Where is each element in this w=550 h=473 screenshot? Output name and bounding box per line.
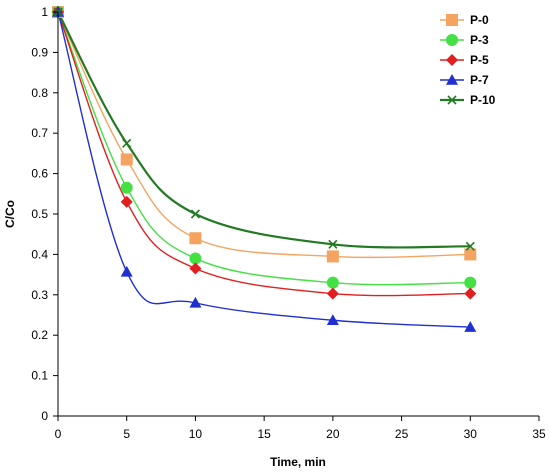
legend-marker-P-0: [446, 14, 458, 26]
data-point-P-10: [465, 241, 475, 251]
x-tick-label: 10: [189, 427, 203, 441]
data-point-P-5: [326, 287, 339, 300]
y-tick-label: 0.8: [31, 86, 48, 100]
x-tick-label: 20: [326, 427, 340, 441]
x-tick-label: 30: [464, 427, 478, 441]
legend-marker-P-7: [446, 74, 458, 85]
y-tick-label: 0.7: [31, 126, 48, 140]
x-tick-label: 25: [395, 427, 409, 441]
y-tick-label: 0.1: [31, 369, 48, 383]
y-tick-label: 0.4: [31, 247, 48, 261]
data-point-P-7: [326, 314, 339, 326]
series-markers: [52, 6, 477, 332]
axes: 0 5 10 15 20 25 30 35 0 0.1 0.2 0.3 0.4 0.5 0.6 0.7 0.8 0…: [31, 5, 546, 441]
legend-marker-P-5: [446, 54, 458, 66]
y-tick-label: 0.6: [31, 167, 48, 181]
y-tick-label: 0.9: [31, 45, 48, 59]
legend-marker-P-3: [446, 34, 458, 46]
data-point-P-10: [328, 239, 338, 249]
marker-stroke: [447, 95, 457, 105]
y-tick-label: 0.5: [31, 207, 48, 221]
data-point-P-5: [464, 287, 477, 300]
legend-label-P-5: P-5: [470, 53, 489, 67]
y-axis-title: C/Co: [3, 200, 17, 228]
legend-label-P-10: P-10: [470, 93, 496, 107]
marker-stroke: [328, 239, 338, 249]
series-line-P-7: [57, 11, 471, 328]
y-tick-label: 0.2: [31, 328, 48, 342]
legend-label-P-3: P-3: [470, 33, 489, 47]
data-point-P-3: [120, 181, 133, 194]
data-point-P-10: [122, 138, 132, 148]
x-axis-title: Time, min: [270, 455, 326, 469]
data-point-P-0: [120, 153, 133, 166]
x-tick-label: 5: [123, 427, 130, 441]
series-lines: [57, 11, 471, 328]
y-tick-label: 0.3: [31, 288, 48, 302]
x-tick-label: 0: [55, 427, 62, 441]
data-point-P-7: [120, 265, 133, 277]
series-line-P-0: [57, 11, 471, 259]
data-point-P-7: [189, 296, 202, 308]
marker-stroke: [190, 209, 200, 219]
data-point-P-7: [464, 321, 477, 332]
marker-stroke: [465, 241, 475, 251]
marker-stroke: [122, 138, 132, 148]
legend-label-P-0: P-0: [470, 13, 489, 27]
data-point-P-0: [189, 232, 202, 245]
x-tick-label: 35: [532, 427, 546, 441]
y-tick-label: 1: [41, 5, 48, 19]
data-point-P-3: [326, 276, 339, 289]
legend-marker-P-10: [447, 95, 457, 105]
data-point-P-3: [189, 252, 202, 265]
data-point-P-5: [189, 262, 202, 275]
data-point-P-0: [326, 250, 339, 263]
data-point-P-3: [464, 276, 477, 289]
data-point-P-5: [120, 195, 133, 208]
x-tick-label: 15: [257, 427, 271, 441]
legend-label-P-7: P-7: [470, 73, 489, 87]
legend: P-0 P-3 P-5 P-7 P-10: [440, 13, 496, 107]
data-point-P-0: [464, 248, 477, 261]
y-tick-label: 0: [41, 409, 48, 423]
series-line-P-10: [57, 11, 471, 249]
data-point-P-10: [190, 209, 200, 219]
